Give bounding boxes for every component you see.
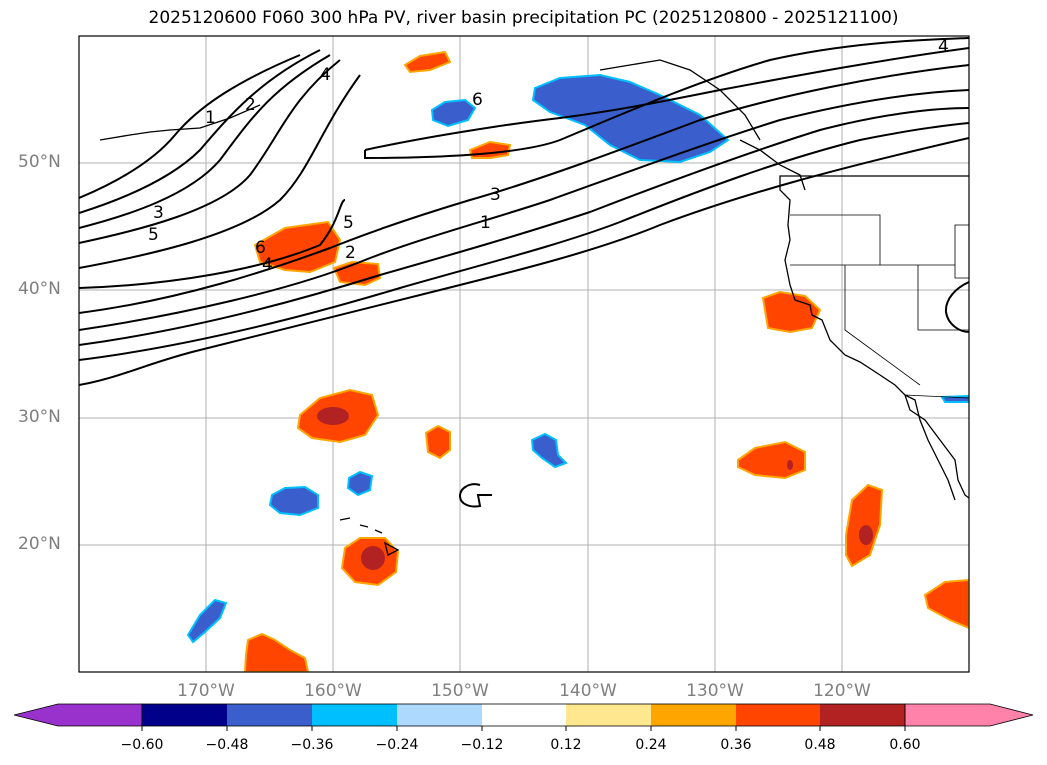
- map-frame: [78, 35, 970, 673]
- contour-label: 1: [205, 108, 216, 128]
- negative-precip-areas: [186, 73, 969, 644]
- positive-precip-area: [403, 50, 452, 74]
- pv-contour: [79, 74, 361, 269]
- positive-precip-area: [923, 578, 969, 630]
- border-nevada: [917, 265, 969, 331]
- lon-label-170w: 170°W: [177, 681, 235, 701]
- negative-precip-area: [430, 98, 477, 128]
- colorbar-tick-label: 0.60: [889, 737, 921, 753]
- coastlines: [99, 59, 969, 556]
- colorbar-segment: [482, 704, 566, 726]
- contour-label: 2: [345, 243, 356, 263]
- pv-contour: [458, 483, 492, 508]
- colorbar-tick-label: 0.24: [635, 737, 667, 753]
- contour-label: 3: [490, 185, 501, 205]
- pv-contour: [79, 59, 341, 244]
- pv-contour: [364, 37, 969, 160]
- precip-core: [859, 525, 873, 545]
- negative-precip-area: [530, 432, 568, 469]
- hawaii-islands: [339, 517, 400, 556]
- contour-label: 4: [938, 37, 949, 57]
- pv-contour: [79, 199, 346, 289]
- contour-label: 5: [148, 225, 159, 245]
- pv-contour: [79, 137, 969, 386]
- border-us-mexico: [904, 394, 969, 399]
- border-washington-oregon: [790, 214, 881, 265]
- lat-label-20n: 20°N: [18, 534, 61, 554]
- colorbar-segment: [142, 704, 227, 726]
- contour-label: 5: [343, 213, 354, 233]
- pv-contour: [79, 54, 331, 229]
- positive-precip-areas: [243, 50, 969, 672]
- lon-label-120w: 120°W: [813, 681, 871, 701]
- pv-contour: [79, 122, 969, 361]
- pv-contour: [79, 54, 301, 199]
- contour-label: 3: [153, 203, 164, 223]
- lon-label-150w: 150°W: [431, 681, 489, 701]
- colorbar-extend-max: [904, 703, 1034, 727]
- colorbar-extend-min: [13, 703, 143, 727]
- contour-label: 4: [262, 255, 273, 275]
- colorbar-segment: [227, 704, 312, 726]
- lat-label-50n: 50°N: [18, 152, 61, 172]
- colorbar-tick-label: 0.48: [804, 737, 836, 753]
- colorbar-tick-label: −0.12: [460, 737, 504, 753]
- negative-precip-area: [346, 470, 374, 497]
- north-america-coast: [779, 175, 969, 499]
- lon-label-140w: 140°W: [559, 681, 617, 701]
- colorbar-segment: [736, 704, 820, 726]
- state-borders: [780, 175, 969, 399]
- contour-label: 6: [472, 90, 483, 110]
- colorbar-tick-label: −0.60: [120, 737, 164, 753]
- contour-label: 4: [320, 65, 331, 85]
- contour-label: 6: [255, 238, 266, 258]
- bc-coast: [739, 139, 806, 191]
- colorbar-tick-label: −0.36: [290, 737, 334, 753]
- pv-contour: [79, 89, 969, 331]
- colorbar-tick-label: −0.24: [375, 737, 419, 753]
- contour-labels: 1 2 4 6 3 5 5 6 4 2 3 1 4: [148, 37, 949, 275]
- colorbar-outline: [141, 703, 906, 727]
- negative-precip-area: [268, 485, 319, 517]
- lat-label-40n: 40°N: [18, 279, 61, 299]
- colorbar-segment: [397, 704, 482, 726]
- positive-precip-area: [243, 632, 310, 672]
- positive-precip-area: [424, 424, 451, 460]
- colorbar-tick-label: 0.12: [550, 737, 582, 753]
- colorbar-segment: [820, 704, 905, 726]
- border-idaho: [954, 224, 969, 279]
- colorbar-segment: [566, 704, 651, 726]
- precip-core: [361, 546, 385, 570]
- colorbar-segment: [312, 704, 397, 726]
- positive-precip-area: [761, 290, 822, 334]
- baja-california-coast: [904, 394, 956, 501]
- lat-label-30n: 30°N: [18, 407, 61, 427]
- contour-label: 2: [245, 95, 256, 115]
- lon-label-160w: 160°W: [304, 681, 362, 701]
- pv-contour: [79, 107, 969, 346]
- map-title: 2025120600 F060 300 hPa PV, river basin …: [148, 8, 899, 28]
- alaska-panhandle-coast: [599, 59, 761, 141]
- precip-core: [317, 407, 349, 425]
- map-background: [79, 36, 969, 672]
- precip-core: [787, 460, 793, 470]
- colorbar-tick-label: 0.36: [720, 737, 752, 753]
- colorbar-tick-label: −0.48: [205, 737, 249, 753]
- negative-precip-area: [531, 73, 730, 164]
- lon-label-130w: 130°W: [686, 681, 744, 701]
- contour-label: 1: [480, 213, 491, 233]
- negative-precip-area: [186, 598, 228, 644]
- pv-contour: [79, 49, 321, 214]
- strong-precip-cores: [317, 407, 873, 570]
- aleutian-islands: [99, 104, 261, 141]
- colorbar-segment: [651, 704, 736, 726]
- border-california-nevada: [844, 265, 921, 386]
- pv-contours: [79, 37, 969, 508]
- pv-contour: [79, 64, 969, 314]
- colorbar: [13, 703, 1034, 731]
